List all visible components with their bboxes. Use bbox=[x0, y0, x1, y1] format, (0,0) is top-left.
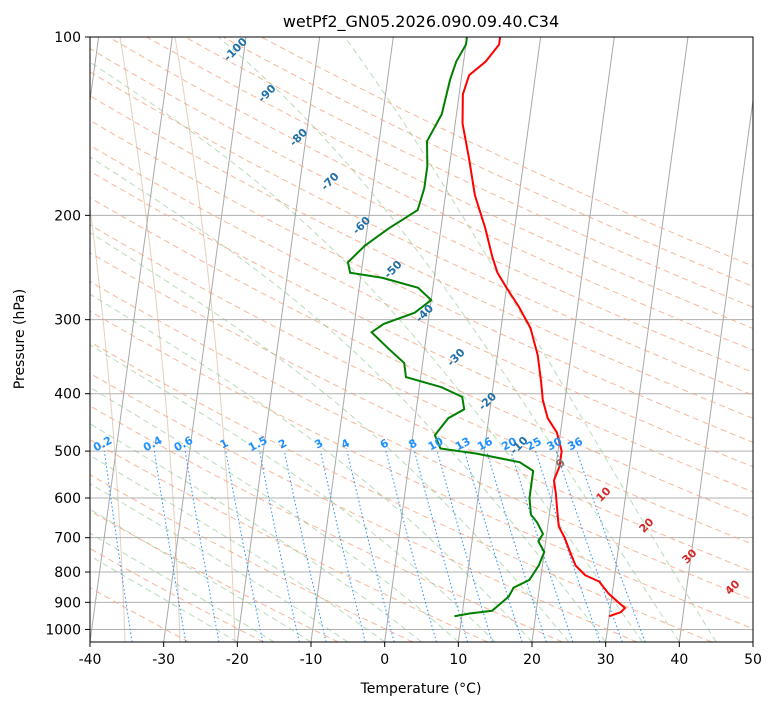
mixing-ratio-line bbox=[576, 450, 646, 642]
isotherm-line bbox=[605, 37, 689, 642]
dry-adiabat-line bbox=[90, 547, 264, 642]
isotherm-line bbox=[678, 96, 753, 642]
mixing-ratio-line bbox=[283, 450, 327, 642]
dry-adiabat-line bbox=[90, 170, 753, 493]
moist-adiabat-line bbox=[90, 344, 496, 642]
moist-adiabat-line bbox=[90, 386, 459, 642]
mixing-ratio-line bbox=[346, 450, 395, 642]
temperature-profile-line bbox=[461, 37, 627, 618]
dry-adiabat-line bbox=[90, 252, 753, 573]
mixing-ratio-line bbox=[103, 451, 133, 642]
y-tick-label: 900 bbox=[54, 595, 81, 611]
moist-adiabat-line bbox=[344, 37, 717, 642]
background-lines bbox=[90, 37, 753, 642]
isotherm-line bbox=[163, 37, 247, 642]
x-tick-label: 20 bbox=[523, 652, 541, 668]
y-tick-label: 1000 bbox=[45, 622, 81, 638]
dry-adiabat-line bbox=[108, 37, 753, 351]
y-tick-label: 600 bbox=[54, 491, 81, 507]
dry-adiabat-line bbox=[90, 144, 753, 468]
y-tick-label: 300 bbox=[54, 313, 81, 329]
reference-curve bbox=[174, 37, 236, 642]
x-tick-label: 30 bbox=[597, 652, 615, 668]
moist-adiabat-line bbox=[90, 156, 607, 642]
isotherm-line bbox=[90, 37, 173, 642]
plot-area bbox=[90, 37, 753, 642]
mixing-ratio-line bbox=[320, 450, 366, 642]
moist-adiabat-line bbox=[90, 232, 570, 642]
mixing-ratio-label: 25 bbox=[524, 435, 544, 454]
dry-adiabat-line bbox=[90, 281, 753, 601]
isotherm-line bbox=[384, 37, 468, 642]
moist-adiabat-line bbox=[90, 555, 238, 642]
y-tick-label: 800 bbox=[54, 565, 81, 581]
chart-title: wetPf2_GN05.2026.090.09.40.C34 bbox=[283, 12, 559, 32]
mixing-ratio-label: 30 bbox=[545, 435, 565, 454]
mixing-ratio-label: 36 bbox=[565, 435, 585, 454]
mixing-ratio-line bbox=[555, 450, 623, 642]
moist-adiabat-line bbox=[90, 532, 275, 642]
moist-adiabat-line bbox=[90, 454, 385, 642]
x-tick-label: -40 bbox=[79, 652, 102, 668]
mixing-ratio-label: 10 bbox=[426, 435, 446, 454]
y-tick-label: 200 bbox=[54, 208, 81, 224]
profiles bbox=[346, 37, 627, 618]
mixing-ratio-line bbox=[464, 450, 523, 642]
mixing-ratio-line bbox=[535, 450, 601, 642]
moist-adiabat-line bbox=[90, 61, 643, 642]
x-axis-label: Temperature (°C) bbox=[360, 681, 482, 697]
moist-adiabat-line bbox=[90, 423, 422, 642]
y-tick-label: 400 bbox=[54, 387, 81, 403]
moist-adiabat-line bbox=[217, 37, 680, 642]
mixing-ratio-line bbox=[510, 450, 574, 642]
moist-adiabat-line bbox=[90, 293, 533, 642]
dry-adiabat-line bbox=[90, 197, 753, 519]
mixing-ratio-line bbox=[436, 450, 493, 642]
mixing-ratio-line bbox=[259, 451, 300, 642]
dry-adiabat-line bbox=[90, 341, 712, 642]
mixing-ratio-label: 13 bbox=[453, 435, 473, 454]
mixing-ratio-line bbox=[414, 450, 468, 642]
dewpoint-profile-line bbox=[346, 37, 546, 618]
mixing-ratio-label: 16 bbox=[475, 435, 495, 454]
axes-ticks: -40 -30 -20 -10 0 10 20 30 40 50 100 200 300 400 500 60… bbox=[45, 30, 762, 668]
isotherm-line bbox=[236, 37, 321, 642]
x-tick-label: 0 bbox=[380, 652, 389, 668]
y-tick-label: 100 bbox=[54, 30, 81, 46]
y-axis-label: Pressure (hPa) bbox=[12, 289, 28, 389]
mixing-ratio-label: 20 bbox=[499, 435, 519, 454]
mixing-ratio-line bbox=[486, 450, 547, 642]
dry-adiabat-line bbox=[90, 372, 638, 642]
x-tick-label: 10 bbox=[449, 652, 467, 668]
isotherm-line bbox=[457, 37, 542, 642]
y-tick-label: 500 bbox=[54, 444, 81, 460]
dry-adiabat-line bbox=[90, 224, 753, 545]
reference-curve bbox=[119, 37, 181, 642]
x-tick-label: 50 bbox=[744, 652, 762, 668]
dry-adiabat-line bbox=[90, 510, 339, 642]
moist-adiabat-line bbox=[90, 483, 349, 642]
dry-adiabat-line bbox=[90, 71, 753, 396]
reference-curve bbox=[90, 203, 126, 642]
x-tick-label: 40 bbox=[670, 652, 688, 668]
y-tick-label: 700 bbox=[54, 531, 81, 547]
dry-adiabat-line bbox=[90, 310, 753, 630]
dry-adiabat-line bbox=[90, 405, 563, 642]
dry-adiabat-line bbox=[146, 37, 753, 330]
x-tick-label: -20 bbox=[226, 652, 249, 668]
x-tick-label: -10 bbox=[300, 652, 323, 668]
plot-frame bbox=[89, 36, 754, 643]
dry-adiabat-line bbox=[222, 37, 753, 287]
mixing-ratio-line bbox=[385, 450, 437, 642]
x-tick-label: -30 bbox=[152, 652, 175, 668]
